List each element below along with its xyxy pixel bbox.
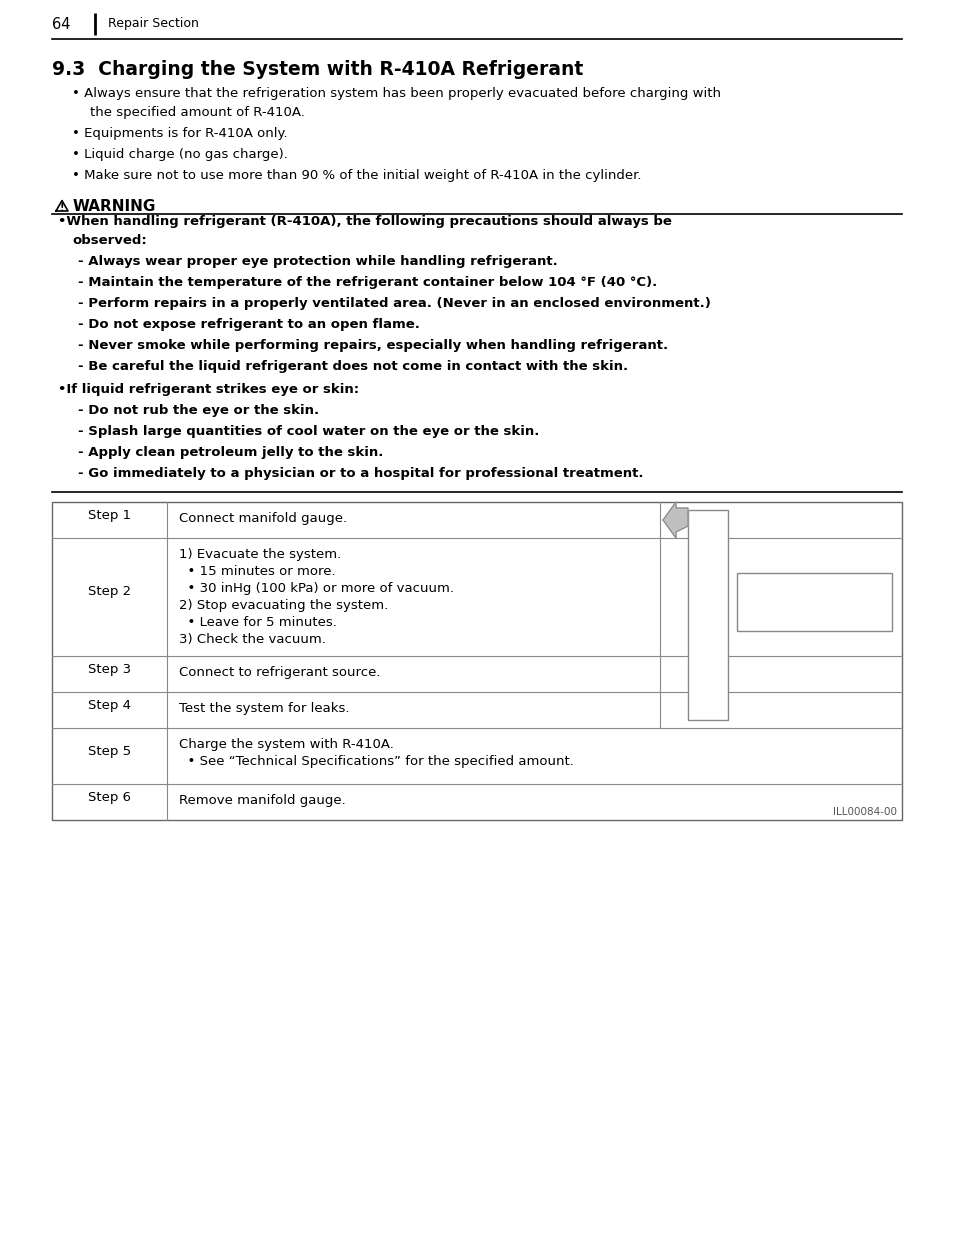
Polygon shape bbox=[56, 200, 68, 211]
Text: - Do not rub the eye or the skin.: - Do not rub the eye or the skin. bbox=[78, 404, 319, 417]
Text: 1) Evacuate the system.: 1) Evacuate the system. bbox=[179, 548, 341, 561]
Text: !: ! bbox=[60, 203, 64, 212]
Text: Test the system for leaks.: Test the system for leaks. bbox=[179, 701, 349, 715]
Text: 3) Check the vacuum.: 3) Check the vacuum. bbox=[179, 634, 326, 646]
Text: • Liquid charge (no gas charge).: • Liquid charge (no gas charge). bbox=[71, 148, 288, 161]
Text: Step 2: Step 2 bbox=[88, 585, 131, 599]
Text: Repair Section: Repair Section bbox=[108, 17, 198, 30]
Text: 64: 64 bbox=[52, 17, 71, 32]
Text: • Make sure not to use more than 90 % of the initial weight of R-410A in the cyl: • Make sure not to use more than 90 % of… bbox=[71, 169, 640, 182]
Text: 9.3  Charging the System with R-410A Refrigerant: 9.3 Charging the System with R-410A Refr… bbox=[52, 61, 582, 79]
Text: Remove manifold gauge.: Remove manifold gauge. bbox=[179, 794, 345, 806]
Text: observed:: observed: bbox=[71, 233, 147, 247]
Text: repair the connection: repair the connection bbox=[747, 599, 882, 613]
Text: Connect manifold gauge.: Connect manifold gauge. bbox=[179, 513, 347, 525]
Text: Connect to refrigerant source.: Connect to refrigerant source. bbox=[179, 666, 380, 679]
Text: Step 3: Step 3 bbox=[88, 662, 131, 676]
Text: - Always wear proper eye protection while handling refrigerant.: - Always wear proper eye protection whil… bbox=[78, 254, 558, 268]
Text: 2) Stop evacuating the system.: 2) Stop evacuating the system. bbox=[179, 599, 388, 613]
Text: Step 4: Step 4 bbox=[88, 699, 131, 711]
Text: - Be careful the liquid refrigerant does not come in contact with the skin.: - Be careful the liquid refrigerant does… bbox=[78, 359, 627, 373]
Text: • 30 inHg (100 kPa) or more of vacuum.: • 30 inHg (100 kPa) or more of vacuum. bbox=[179, 582, 454, 595]
Text: - Perform repairs in a properly ventilated area. (Never in an enclosed environme: - Perform repairs in a properly ventilat… bbox=[78, 296, 710, 310]
Text: - Never smoke while performing repairs, especially when handling refrigerant.: - Never smoke while performing repairs, … bbox=[78, 338, 667, 352]
Text: • Always ensure that the refrigeration system has been properly evacuated before: • Always ensure that the refrigeration s… bbox=[71, 86, 720, 100]
Text: ILL00084-00: ILL00084-00 bbox=[832, 806, 896, 818]
Text: - Maintain the temperature of the refrigerant container below 104 °F (40 °C).: - Maintain the temperature of the refrig… bbox=[78, 275, 657, 289]
Bar bbox=[687, 510, 727, 720]
Text: Charge the system with R-410A.: Charge the system with R-410A. bbox=[179, 739, 394, 751]
Text: - Go immediately to a physician or to a hospital for professional treatment.: - Go immediately to a physician or to a … bbox=[78, 467, 643, 480]
Text: • Equipments is for R-410A only.: • Equipments is for R-410A only. bbox=[71, 127, 287, 140]
Text: • 15 minutes or more.: • 15 minutes or more. bbox=[179, 564, 335, 578]
Text: - Splash large quantities of cool water on the eye or the skin.: - Splash large quantities of cool water … bbox=[78, 425, 538, 438]
Text: - Do not expose refrigerant to an open flame.: - Do not expose refrigerant to an open f… bbox=[78, 317, 419, 331]
Text: or components.: or components. bbox=[765, 615, 863, 629]
Text: Step 6: Step 6 bbox=[88, 790, 131, 804]
Polygon shape bbox=[662, 501, 687, 538]
Text: • Leave for 5 minutes.: • Leave for 5 minutes. bbox=[179, 616, 336, 629]
Text: • See “Technical Specifications” for the specified amount.: • See “Technical Specifications” for the… bbox=[179, 755, 574, 768]
Text: •When handling refrigerant (R-410A), the following precautions should always be: •When handling refrigerant (R-410A), the… bbox=[58, 215, 671, 228]
Bar bbox=[52, 501, 901, 820]
Bar bbox=[737, 573, 892, 631]
Text: WARNING: WARNING bbox=[73, 199, 156, 214]
Text: - Apply clean petroleum jelly to the skin.: - Apply clean petroleum jelly to the ski… bbox=[78, 446, 383, 459]
Text: Step 1: Step 1 bbox=[88, 509, 131, 521]
Text: Step 5: Step 5 bbox=[88, 745, 131, 757]
Text: When leak is found,: When leak is found, bbox=[752, 583, 876, 597]
Text: the specified amount of R-410A.: the specified amount of R-410A. bbox=[90, 106, 305, 119]
Text: •If liquid refrigerant strikes eye or skin:: •If liquid refrigerant strikes eye or sk… bbox=[58, 383, 358, 396]
